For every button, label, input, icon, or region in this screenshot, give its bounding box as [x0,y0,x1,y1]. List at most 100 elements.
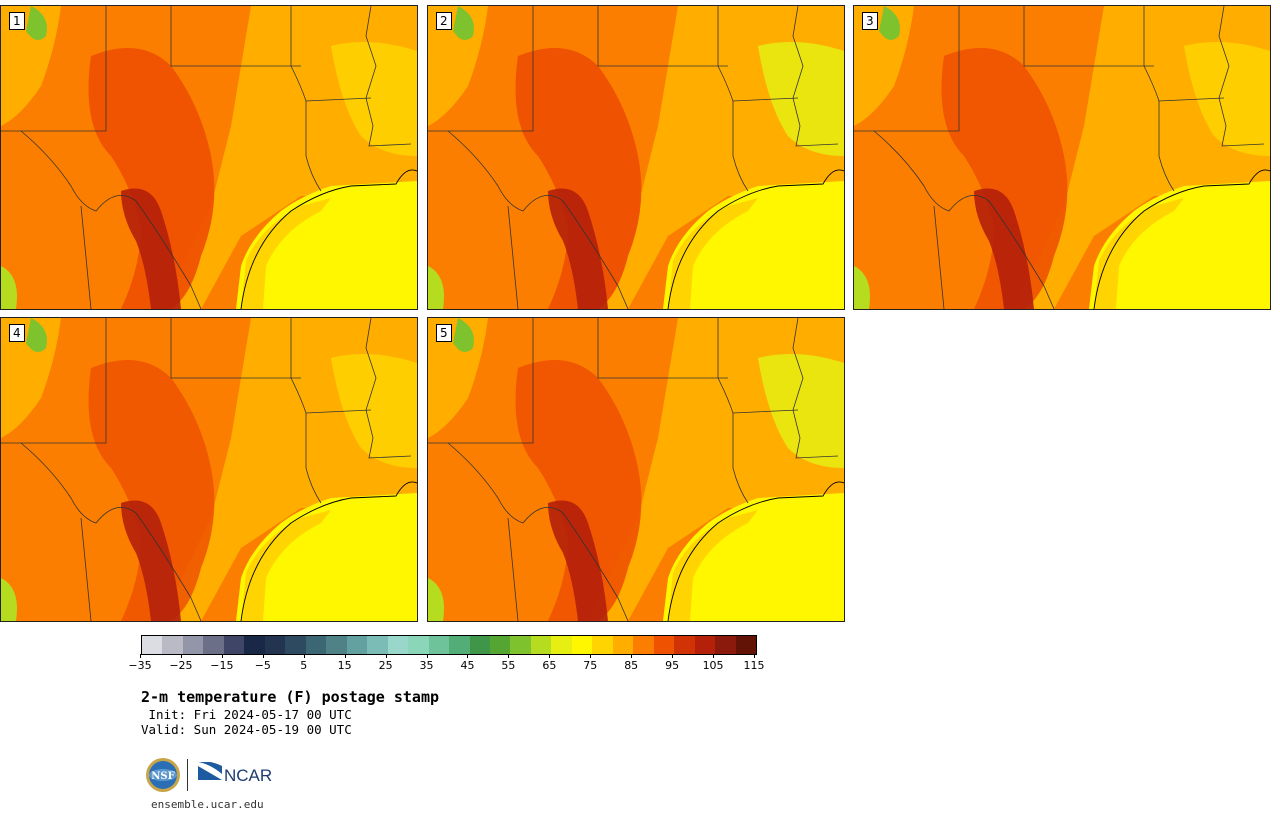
southwest-cool-spot [428,266,444,309]
colorbar-tick-mark [140,654,141,658]
colorbar-swatch [510,636,531,654]
colorbar-swatch [469,636,490,654]
state-border [1023,6,1154,67]
colorbar-swatch [367,636,388,654]
state-border [305,413,322,504]
colorbar-tick-label: −15 [210,659,234,672]
northeast-cool-region [331,354,417,468]
colorbar-tick-mark [426,654,428,658]
state-border [1,318,107,444]
colorbar-tick-label: 105 [702,659,724,672]
panel-number-label: 1 [9,12,25,30]
mountain-cool-spot [879,6,900,40]
colorbar-tick-label: 75 [583,659,598,672]
colorbar-tick-mark [713,654,715,658]
central-hot-region [515,360,642,621]
colorbar-tick-mark [590,654,592,658]
colorbar-swatch [653,636,675,654]
central-hot-region [515,48,642,309]
colorbar-swatch [203,636,224,654]
state-border [80,205,92,309]
colorbar-swatch [264,636,286,654]
colorbar-swatch [162,636,183,654]
colorbar-swatch [285,636,306,654]
panel-number-label: 5 [436,324,452,342]
map-panel-3[interactable]: 3 [853,5,1271,310]
colorbar-swatch [182,636,204,654]
northeast-cool-region [1184,42,1270,156]
map-panel-5[interactable]: 5 [427,317,845,622]
state-border [933,205,945,309]
state-border [717,318,799,414]
colorbar-tick-mark [672,654,674,658]
mountain-cool-spot [453,318,474,352]
central-hot-region [88,48,215,309]
colorbar-tick-mark [303,654,305,658]
colorbar-tick-mark [467,654,469,658]
nsf-logo-text: NSF [151,771,174,782]
hottest-valley-region [548,188,608,309]
state-border [854,6,960,132]
colorbar-swatch [408,636,429,654]
map-panel-2[interactable]: 2 [427,5,845,310]
colorbar-tick-label: −25 [169,659,193,672]
map-panel-4[interactable]: 4 [0,317,418,622]
northeast-cool-region [331,42,417,156]
state-border [507,517,519,621]
site-url[interactable]: ensemble.ucar.edu [151,798,264,811]
temperature-colorbar [141,635,757,655]
state-border [717,6,799,102]
state-border [365,6,412,147]
colorbar-tick-label: 65 [542,659,557,672]
state-border [597,6,728,67]
coastal-band [668,510,758,621]
state-border [1158,101,1175,192]
map-panel-1[interactable]: 1 [0,5,418,310]
mountain-cool-spot [453,6,474,40]
colorbar-swatch [244,636,265,654]
coastal-band [1094,198,1184,309]
init-time: Init: Fri 2024-05-17 00 UTC [141,707,352,722]
colorbar-tick-label: 55 [501,659,516,672]
state-border [507,205,519,309]
state-border [1218,6,1265,147]
temperature-map [428,6,844,309]
valid-time: Valid: Sun 2024-05-19 00 UTC [141,722,352,737]
coastline [240,169,417,309]
logo-divider [187,759,188,791]
colorbar-tick-label: 85 [624,659,639,672]
coastline [667,481,844,621]
state-border [1143,6,1225,102]
southwest-cool-spot [1,266,17,309]
state-border [428,6,534,132]
temperature-map [1,318,417,621]
panel-number-label: 4 [9,324,25,342]
state-border [80,517,92,621]
colorbar-swatch [735,636,757,654]
gulf-water [236,181,417,309]
colorbar-tick-label: 45 [460,659,475,672]
colorbar-tick-mark [508,654,510,658]
coastline [1093,169,1270,309]
coastal-band [241,198,331,309]
nsf-logo: NSF [146,758,180,792]
colorbar-tick-mark [262,654,264,658]
colorbar-swatch [449,636,470,654]
colorbar-swatch [223,636,245,654]
ncar-logo: NCAR [198,762,272,785]
colorbar-swatch [530,636,552,654]
state-border [20,130,202,309]
coastal-band [668,198,758,309]
state-border [290,6,372,102]
southwest-cool-spot [854,266,870,309]
colorbar-swatch [674,636,695,654]
colorbar-tick-mark [180,654,182,658]
panel-number-label: 2 [436,12,452,30]
state-border [792,6,839,147]
colorbar-swatch [428,636,450,654]
state-border [792,318,839,459]
state-border [290,318,372,414]
colorbar-swatch [592,636,613,654]
hottest-valley-region [121,188,181,309]
central-hot-region [88,360,215,621]
